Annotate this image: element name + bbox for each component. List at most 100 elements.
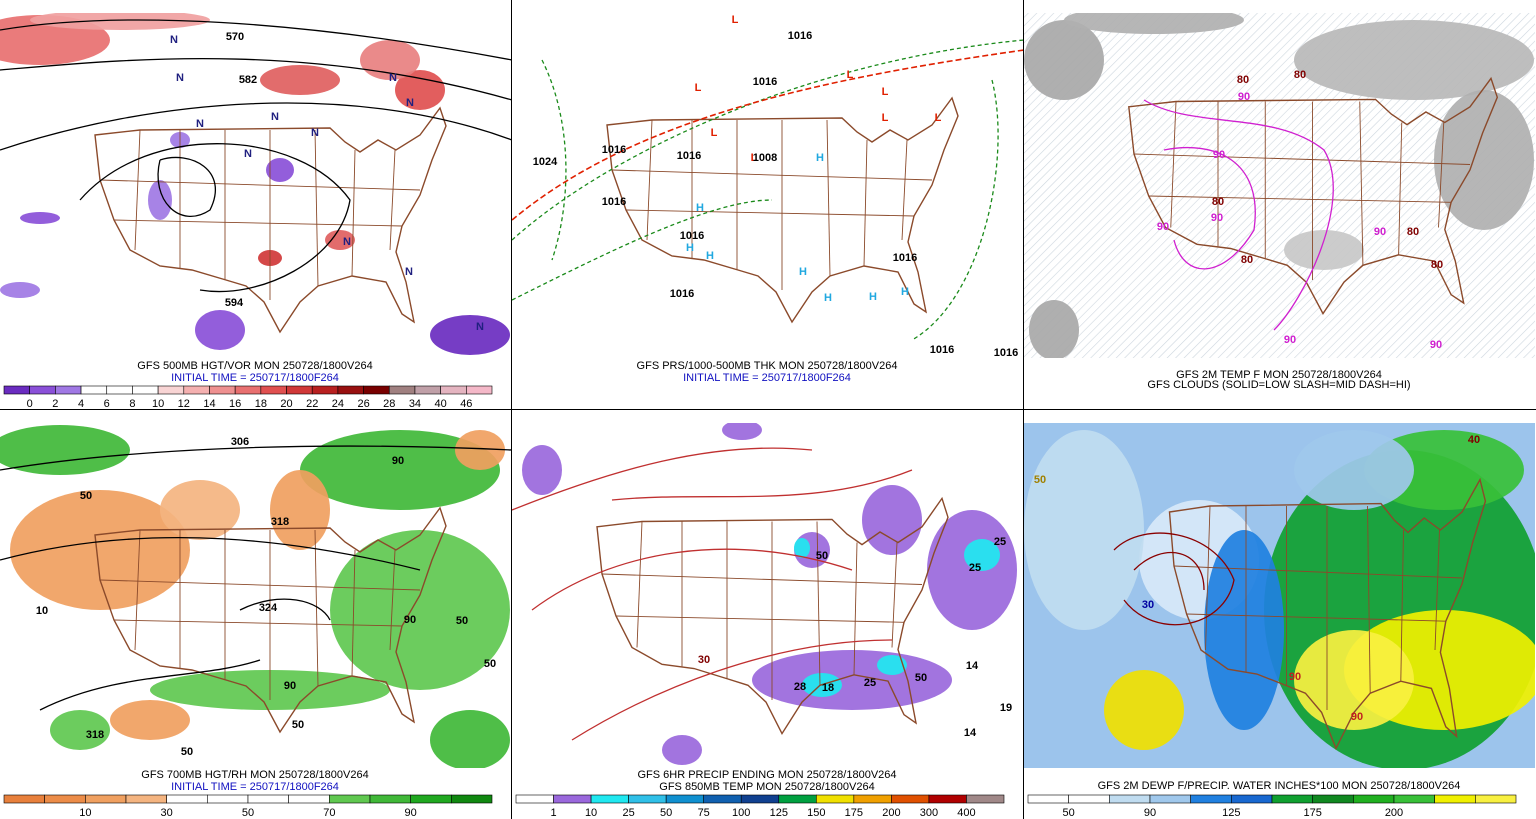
colorbar-swatch xyxy=(451,794,493,804)
map-label: H xyxy=(799,266,807,278)
state-line xyxy=(636,521,643,648)
map-label: 30 xyxy=(698,654,710,666)
colorbar-swatch xyxy=(288,794,330,804)
colorbar-swatch xyxy=(1271,794,1313,804)
caption: GFS 850MB TEMP MON 250728/1800V264 xyxy=(659,781,874,793)
map-label: N xyxy=(389,72,397,84)
state-line xyxy=(1205,505,1211,651)
shaded-area xyxy=(20,212,60,224)
colorbar-swatch xyxy=(85,794,127,804)
map-label: 80 xyxy=(1237,74,1249,86)
state-line xyxy=(1186,613,1446,622)
map-panel: 570 582 594 N N N N N N N N N N N GFS 500MB HGT/VOR MO… xyxy=(0,13,511,410)
map-label: 80 xyxy=(1212,196,1224,208)
contour xyxy=(1143,99,1334,331)
colorbar-label: 90 xyxy=(405,807,417,819)
shaded-area xyxy=(722,423,762,440)
colorbar-swatch xyxy=(1353,794,1395,804)
map-label: 80 xyxy=(1407,226,1419,238)
map-label: 1016 xyxy=(677,150,701,162)
map-label: 50 xyxy=(456,615,468,627)
map-label: 25 xyxy=(994,536,1006,548)
map-label: 50 xyxy=(816,550,828,562)
colorbar-swatch xyxy=(166,794,208,804)
map-area: 30 90 40 90 50 xyxy=(1024,423,1535,768)
shaded-area xyxy=(50,710,110,750)
map-label: 40 xyxy=(1468,434,1480,446)
colorbar-label: 30 xyxy=(161,807,173,819)
map-label: 1016 xyxy=(930,344,954,356)
shaded-area xyxy=(455,430,505,470)
shaded-area xyxy=(266,158,294,182)
map-label: 90 xyxy=(1238,91,1250,103)
contour xyxy=(571,639,893,741)
shaded-area xyxy=(0,425,130,475)
contour xyxy=(1113,532,1235,626)
colorbar-label: 46 xyxy=(460,398,472,410)
map-label: N xyxy=(311,127,319,139)
colorbar-swatch xyxy=(234,385,262,395)
map-label: 1016 xyxy=(788,30,812,42)
map-label: 1016 xyxy=(602,144,626,156)
colorbar-swatch xyxy=(311,385,339,395)
state-line xyxy=(611,169,933,181)
map-background xyxy=(0,13,511,358)
state-line xyxy=(1367,505,1371,694)
shaded-area xyxy=(330,530,510,690)
state-line xyxy=(314,529,319,687)
caption: INITIAL TIME = 250717/1800F264 xyxy=(171,781,339,793)
colorbar-swatch xyxy=(388,385,416,395)
map-label: 19 xyxy=(1000,702,1012,714)
colorbar-label: 70 xyxy=(323,807,335,819)
colorbar-swatch xyxy=(3,385,30,395)
map-area: 306 50 90 318 324 318 10 50 50 90 90 50 50 xyxy=(0,423,511,768)
map-label: 90 xyxy=(1374,226,1386,238)
map-label: 80 xyxy=(1294,69,1306,81)
contour xyxy=(0,445,511,471)
map-label: H xyxy=(686,242,694,254)
contour xyxy=(531,548,853,611)
colorbar-label: 50 xyxy=(1063,807,1075,819)
map-background xyxy=(512,13,1023,358)
map-label: 582 xyxy=(239,74,257,86)
shaded-area xyxy=(1204,530,1284,730)
colorbar-swatch xyxy=(329,794,371,804)
map-label: 90 xyxy=(1351,711,1363,723)
map-label: 1016 xyxy=(602,196,626,208)
colorbar-swatch xyxy=(29,385,56,395)
map-label: 25 xyxy=(864,677,876,689)
colorbar-swatch xyxy=(1475,794,1517,804)
map-label: 50 xyxy=(484,658,496,670)
map-panel: 30 90 40 90 50 GFS 2M DEWP F/PRECIP. WATER IN… xyxy=(1024,423,1535,819)
colorbar-label: 6 xyxy=(104,398,110,410)
shaded-area xyxy=(270,470,330,550)
colorbar-label: 175 xyxy=(845,807,863,819)
colorbar-label: 400 xyxy=(957,807,975,819)
contour xyxy=(0,57,511,101)
state-line xyxy=(1434,529,1440,651)
colorbar-swatch xyxy=(414,385,441,395)
map-label: 324 xyxy=(259,602,278,614)
colorbar-swatch xyxy=(1312,794,1354,804)
caption: GFS CLOUDS (SOLID=LOW SLASH=MID DASH=HI) xyxy=(1147,379,1410,391)
colorbar-label: 1 xyxy=(550,807,556,819)
colorbar-label: 200 xyxy=(1385,807,1403,819)
map-label: L xyxy=(935,112,942,124)
shaded-area xyxy=(1294,630,1414,730)
colorbar-swatch xyxy=(247,794,289,804)
state-line xyxy=(601,573,923,585)
map-label: H xyxy=(901,286,909,298)
shaded-area xyxy=(794,538,810,558)
colorbar-swatch xyxy=(44,794,86,804)
colorbar-label: 22 xyxy=(306,398,318,410)
state-line xyxy=(134,129,141,251)
colorbar-label: 34 xyxy=(409,398,421,410)
colorbar-label: 100 xyxy=(732,807,750,819)
contour xyxy=(0,536,421,571)
shaded-area xyxy=(110,700,190,740)
colorbar-swatch xyxy=(1190,794,1232,804)
map-label: L xyxy=(695,82,702,94)
map-label: L xyxy=(751,152,758,164)
colorbar-label: 50 xyxy=(242,807,254,819)
